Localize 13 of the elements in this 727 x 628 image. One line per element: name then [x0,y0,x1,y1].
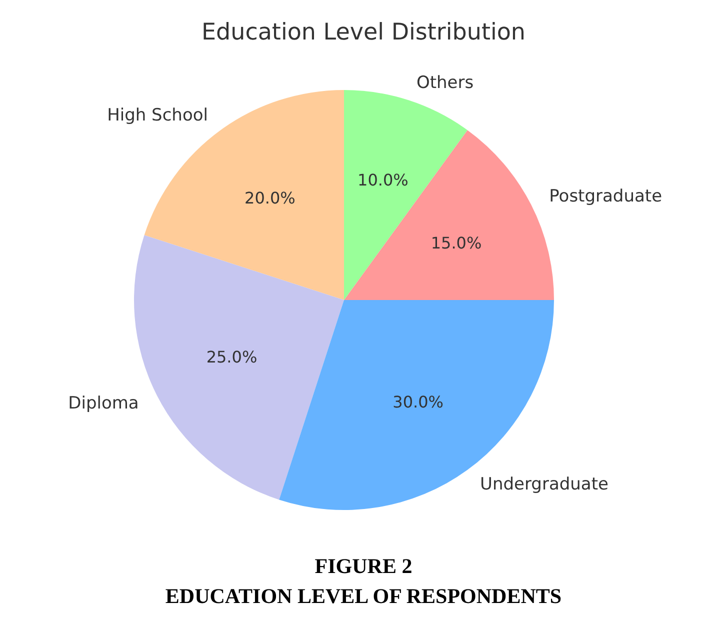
data-label: 10.0% [358,170,408,190]
text: EDUCATION LEVEL OF RESPONDENTS [165,584,562,608]
slice-label: Postgraduate [549,186,662,206]
slice-label: Undergraduate [480,474,608,494]
slice-label: High School [107,106,208,126]
slice-label: Others [416,73,474,94]
data-label: 30.0% [392,392,444,412]
data-label: 15.0% [430,233,482,252]
data-label: 25.0% [206,348,258,367]
slice-label: Diploma [68,394,139,414]
chart-title: Education Level Distribution [201,20,526,46]
caption: FIGURE 2 [314,554,412,578]
data-label: 20.0% [244,188,296,208]
